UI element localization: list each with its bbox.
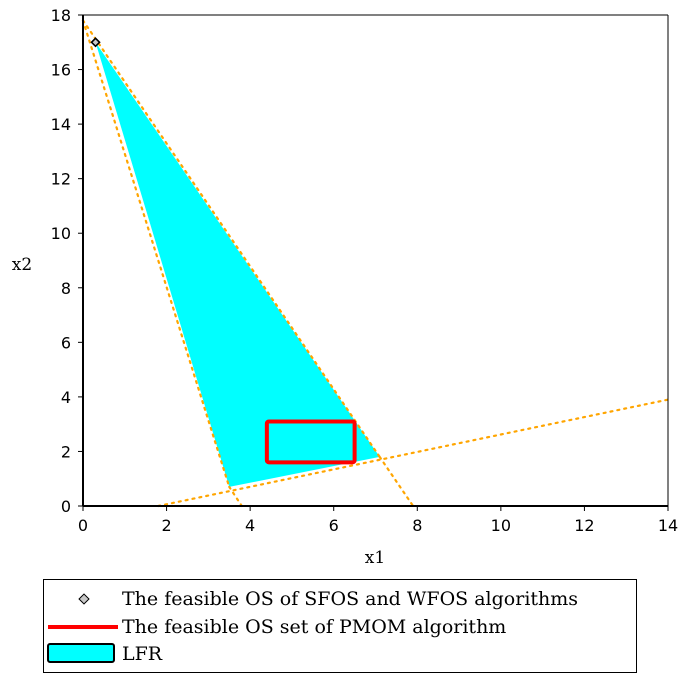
legend-cyan-box-icon — [44, 641, 122, 667]
plot-area: 0 2 4 6 8 10 12 14 0 2 4 6 8 10 12 14 16 18 — [51, 6, 679, 535]
constraint-line — [157, 398, 670, 508]
y-tick-label: 10 — [51, 224, 71, 243]
y-tick-label: 6 — [61, 333, 71, 352]
y-tick-label: 2 — [61, 442, 71, 461]
y-tick-label: 8 — [61, 279, 71, 298]
y-tick-label: 12 — [51, 170, 71, 189]
x-tick-label: 14 — [658, 516, 678, 535]
x-axis-label: x1 — [365, 548, 385, 568]
legend-label: LFR — [122, 643, 163, 665]
legend-red-line-icon — [44, 614, 122, 640]
lfr-region — [95, 42, 380, 487]
constraint-line — [378, 455, 415, 508]
legend-item-os-point: The feasible OS of SFOS and WFOS algorit… — [44, 586, 578, 612]
y-tick-label: 0 — [61, 497, 71, 516]
y-tick-label: 14 — [51, 115, 71, 134]
y-axis-label: x2 — [12, 255, 32, 275]
chart-canvas: 0 2 4 6 8 10 12 14 0 2 4 6 8 10 12 14 16 18 x1 x2 — [12, 6, 679, 568]
feasible-os-point — [90, 37, 101, 48]
x-tick-label: 6 — [329, 516, 339, 535]
x-tick-label: 2 — [161, 516, 171, 535]
y-tick-label: 16 — [51, 61, 71, 80]
pmom-os-set-rectangle — [264, 419, 357, 465]
x-tick-label: 12 — [574, 516, 594, 535]
x-tick-label: 0 — [78, 516, 88, 535]
legend-item-lfr: LFR — [44, 641, 162, 667]
legend-item-pmom-set: The feasible OS set of PMOM algorithm — [44, 614, 506, 640]
legend-diamond-icon — [44, 586, 122, 612]
x-tick-label: 4 — [245, 516, 255, 535]
legend: The feasible OS of SFOS and WFOS algorit… — [43, 579, 637, 673]
legend-label: The feasible OS of SFOS and WFOS algorit… — [122, 588, 579, 610]
x-tick-label: 8 — [412, 516, 422, 535]
x-tick-label: 10 — [491, 516, 511, 535]
y-tick-label: 4 — [61, 388, 71, 407]
constraint-line — [81, 19, 231, 489]
legend-label: The feasible OS set of PMOM algorithm — [122, 616, 507, 638]
y-tick-label: 18 — [51, 6, 71, 25]
